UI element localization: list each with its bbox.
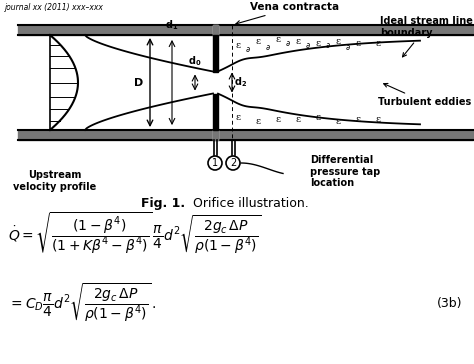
Text: $= C_D\dfrac{\pi}{4}d^2\sqrt{\dfrac{2g_c\,\Delta P}{\rho(1-\beta^4)}}\,.$: $= C_D\dfrac{\pi}{4}d^2\sqrt{\dfrac{2g_c… [8,282,156,324]
Text: ε: ε [336,37,340,47]
Text: 2: 2 [230,158,236,168]
Text: Vena contracta: Vena contracta [236,2,339,25]
Text: $\dot{Q} = \sqrt{\dfrac{(1-\beta^4)}{(1+K\beta^4-\beta^4)}}\,\dfrac{\pi}{4}d^2\s: $\dot{Q} = \sqrt{\dfrac{(1-\beta^4)}{(1+… [8,210,262,256]
Text: ε: ε [375,115,381,124]
Text: journal xx (2011) xxx–xxx: journal xx (2011) xxx–xxx [5,3,104,12]
Text: ∂: ∂ [286,40,290,48]
Text: ε: ε [315,114,320,123]
Text: ε: ε [275,36,281,44]
Text: (3b): (3b) [437,297,462,309]
Text: Fig. 1.: Fig. 1. [141,197,185,210]
Text: ∂: ∂ [346,43,350,51]
Text: ε: ε [315,39,320,47]
Text: ε: ε [356,40,361,48]
Text: D: D [134,78,143,87]
Bar [213,94,218,130]
Bar [213,130,218,140]
Text: ε: ε [275,115,281,123]
Text: $\mathbf{d_0}$: $\mathbf{d_0}$ [188,55,202,68]
Text: Ideal stream line
boundary: Ideal stream line boundary [380,16,473,57]
Text: ε: ε [336,116,340,126]
Text: Upstream
velocity profile: Upstream velocity profile [13,170,97,191]
Text: ∂: ∂ [266,43,270,51]
Bar [213,130,218,140]
Bar [18,130,473,140]
Bar [213,25,218,35]
Text: ε: ε [236,114,241,123]
Text: $\mathbf{d_1}$: $\mathbf{d_1}$ [165,18,179,32]
Text: 1: 1 [212,158,218,168]
Text: $\mathbf{d_2}$: $\mathbf{d_2}$ [234,76,247,90]
Bar [213,25,218,35]
Text: ε: ε [255,37,261,47]
Text: ε: ε [295,36,301,46]
Text: ∂: ∂ [306,41,310,51]
Text: ∂: ∂ [326,40,330,50]
Text: ε: ε [375,39,381,47]
Text: ε: ε [356,115,361,123]
Bar [18,25,473,35]
Text: Differential
pressure tap
location: Differential pressure tap location [310,155,380,188]
Text: ε: ε [255,116,261,126]
Text: Turbulent eddies: Turbulent eddies [378,83,471,107]
Text: ε: ε [295,115,301,124]
Text: Orifice illustration.: Orifice illustration. [185,197,309,210]
Text: ε: ε [236,40,241,50]
Bar [213,35,218,71]
Text: ∂: ∂ [246,46,250,55]
